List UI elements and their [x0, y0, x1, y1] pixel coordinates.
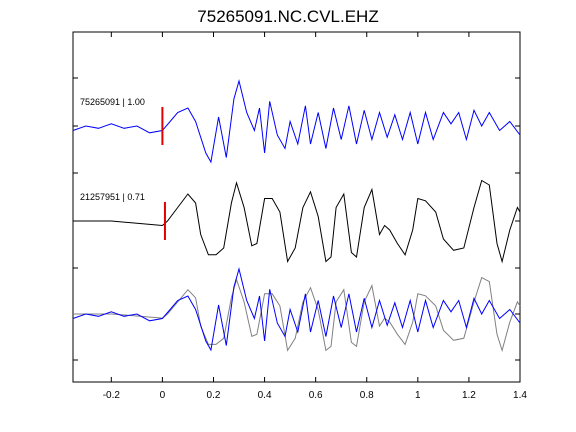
x-tick-label: 0.4	[258, 390, 272, 401]
chart-title: 75265091.NC.CVL.EHZ	[197, 7, 379, 26]
trace-label: 21257951 | 0.71	[80, 192, 145, 202]
x-tick-label: -0.2	[103, 390, 121, 401]
x-tick-label: 0	[160, 390, 166, 401]
x-tick-label: 0.6	[309, 390, 323, 401]
overlay-trace-21257951	[73, 276, 521, 353]
x-tick-label: 0.2	[207, 390, 221, 401]
traces: 75265091 | 1.00 21257951 | 0.71	[72, 79, 521, 353]
x-tick-label: 1.4	[513, 390, 527, 401]
overlay-trace-75265091	[72, 267, 521, 352]
x-tick-label: 0.8	[360, 390, 374, 401]
trace-21257951	[73, 179, 521, 264]
x-tick-label: 1.2	[462, 390, 476, 401]
x-tick-label: 1	[415, 390, 421, 401]
trace-75265091	[72, 79, 521, 164]
trace-label: 75265091 | 1.00	[80, 97, 145, 107]
plot-frame	[72, 31, 521, 383]
x-axis: -0.2 0 0.2 0.4 0.6 0.8 1 1.2 1.4	[103, 32, 527, 401]
